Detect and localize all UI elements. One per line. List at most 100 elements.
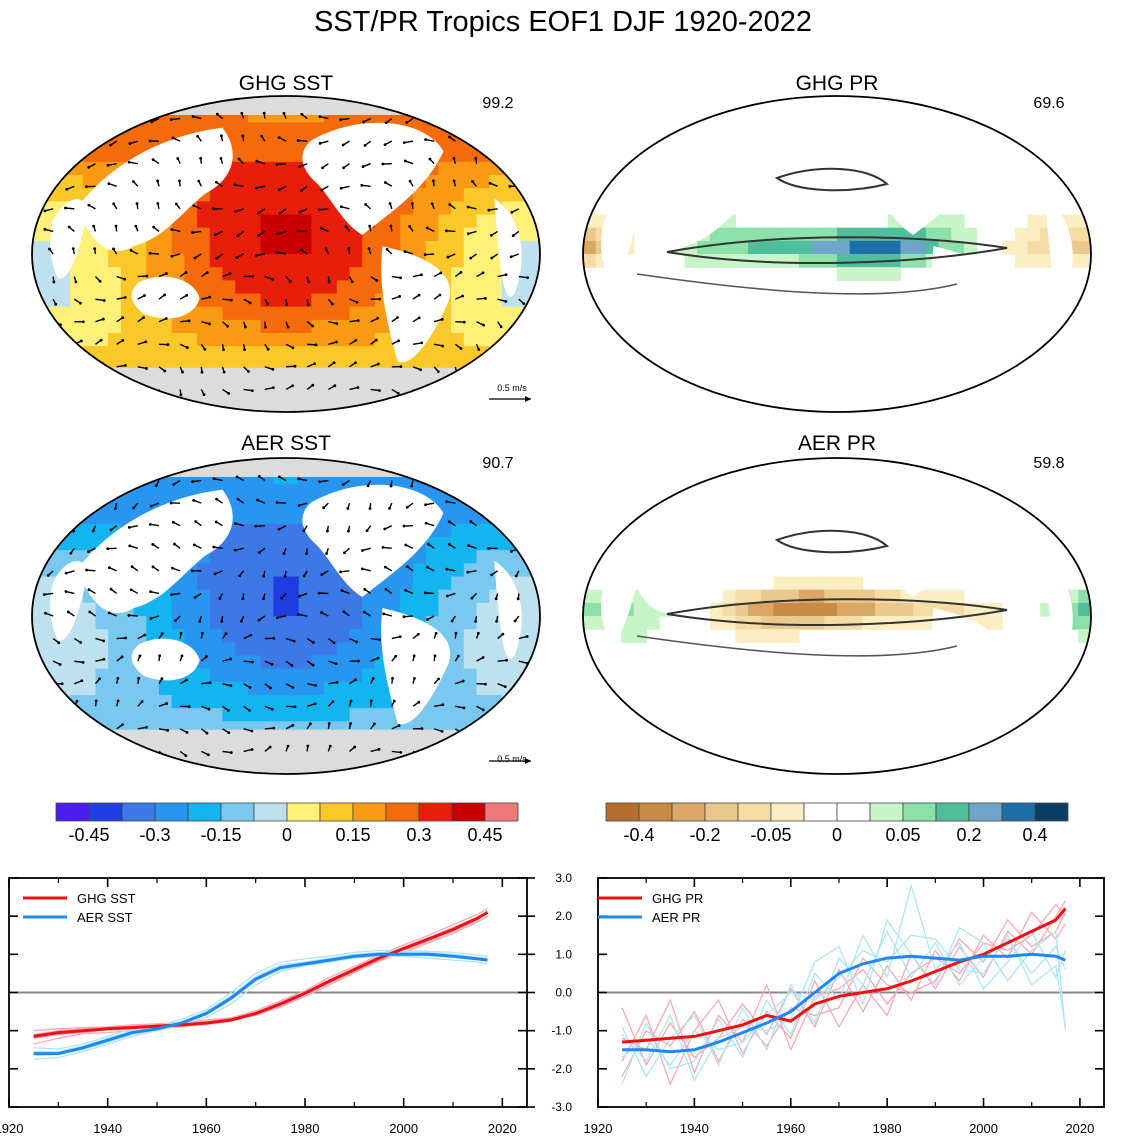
colorbar-swatch bbox=[1001, 802, 1036, 822]
x-tick-label: 1940 bbox=[680, 1121, 709, 1136]
y-tick-label: 3.0 bbox=[555, 871, 572, 885]
variance-percent: 99.2 bbox=[482, 95, 513, 112]
map-panel-aer-pr: AER PR 59.8 bbox=[582, 432, 1092, 775]
colorbar-swatch bbox=[121, 802, 156, 822]
ensemble-member-line bbox=[33, 907, 488, 1032]
colorbar-swatch bbox=[803, 802, 838, 822]
x-tick-label: 2000 bbox=[389, 1121, 418, 1136]
colorbar-swatch bbox=[484, 802, 519, 822]
x-tick-label: 1980 bbox=[291, 1121, 320, 1136]
x-tick-label: 2020 bbox=[1065, 1121, 1094, 1136]
ensemble-member-line bbox=[33, 949, 488, 1050]
colorbar-swatch bbox=[902, 802, 937, 822]
map-border bbox=[582, 457, 1092, 775]
x-tick-label: 2020 bbox=[488, 1121, 517, 1136]
y-tick-label: -3.0 bbox=[551, 1100, 572, 1114]
colorbar-swatch bbox=[418, 802, 453, 822]
variance-percent: 90.7 bbox=[482, 455, 513, 472]
colorbar-label: 0 bbox=[832, 825, 842, 845]
ensemble-member-line bbox=[33, 915, 488, 1045]
colorbar-swatch bbox=[154, 802, 189, 822]
y-tick-label: -1.0 bbox=[551, 1024, 572, 1038]
colorbar-swatch bbox=[88, 802, 123, 822]
ensemble-member-line bbox=[33, 911, 488, 1036]
map-title: GHG PR bbox=[796, 72, 879, 95]
colorbar-swatch bbox=[1034, 802, 1069, 822]
y-tick-label: -2.0 bbox=[551, 1062, 572, 1076]
colorbar-label: -0.3 bbox=[139, 825, 170, 845]
x-tick-label: 1960 bbox=[776, 1121, 805, 1136]
reference-vector-label: 0.5 m/s bbox=[497, 754, 527, 764]
colorbar-swatch bbox=[605, 802, 640, 822]
variance-percent: 69.6 bbox=[1033, 95, 1064, 112]
x-tick-label: 1920 bbox=[0, 1121, 23, 1136]
x-tick-label: 1960 bbox=[192, 1121, 221, 1136]
series-line bbox=[33, 952, 488, 1056]
colorbar-label: 0.2 bbox=[956, 825, 981, 845]
map-border bbox=[31, 457, 541, 775]
timeseries-pr: 1920 1940 1960 1980 2000 2020 GHG PR AER PR bbox=[584, 877, 1105, 1136]
colorbar-swatch bbox=[704, 802, 739, 822]
series-line bbox=[622, 952, 1066, 1054]
y-tick-label: 1.0 bbox=[555, 947, 572, 961]
colorbar-swatch bbox=[638, 802, 673, 822]
variance-percent: 59.8 bbox=[1033, 455, 1064, 472]
map-panel-ghg-pr: GHG PR 69.6 bbox=[582, 72, 1092, 413]
colorbar-label: -0.4 bbox=[623, 825, 654, 845]
colorbar-swatch bbox=[935, 802, 970, 822]
ensemble-member-line bbox=[621, 903, 1066, 1075]
figure-title: SST/PR Tropics EOF1 DJF 1920-2022 bbox=[314, 6, 812, 38]
colorbar-swatch bbox=[770, 802, 805, 822]
map-border bbox=[31, 95, 541, 413]
series-line bbox=[621, 907, 1067, 1044]
colorbar-label: -0.2 bbox=[689, 825, 720, 845]
ensemble-member-line bbox=[621, 912, 1066, 1077]
ensemble-member-line bbox=[621, 900, 1066, 1086]
map-field bbox=[583, 96, 1091, 412]
colorbar-label: -0.45 bbox=[68, 825, 109, 845]
x-tick-label: 1940 bbox=[93, 1121, 122, 1136]
colorbar-swatch bbox=[319, 802, 354, 822]
colorbar-swatch bbox=[286, 802, 321, 822]
timeseries-sst: 1920 1940 1960 1980 2000 2020 3.0 2.0 1.0 0.0 -1.0… bbox=[0, 871, 572, 1136]
ensemble-member-line bbox=[621, 918, 1067, 1082]
colorbar-swatch bbox=[671, 802, 706, 822]
ensemble-member-line bbox=[33, 955, 488, 1060]
colorbar-swatch bbox=[220, 802, 255, 822]
colorbar-label: 0.45 bbox=[467, 825, 502, 845]
ensemble-member-line bbox=[33, 951, 488, 1053]
legend-label: AER SST bbox=[77, 910, 133, 925]
y-tick-label: 0.0 bbox=[555, 986, 572, 1000]
colorbar-sst: -0.45 -0.3 -0.15 0 0.15 0.3 0.45 bbox=[55, 802, 519, 845]
colorbar-swatch bbox=[737, 802, 772, 822]
legend-label: AER PR bbox=[652, 910, 700, 925]
colorbar-label: 0.05 bbox=[885, 825, 920, 845]
map-panel-ghg-sst: GHG SST 99.2 0.5 m/s bbox=[31, 72, 541, 413]
colorbar-swatch bbox=[187, 802, 222, 822]
colorbar-label: 0 bbox=[282, 825, 292, 845]
colorbar-label: 0.3 bbox=[406, 825, 431, 845]
colorbar-swatch bbox=[451, 802, 486, 822]
colorbar-swatch bbox=[385, 802, 420, 822]
colorbar-label: 0.4 bbox=[1022, 825, 1047, 845]
legend-label: GHG SST bbox=[77, 891, 136, 906]
colorbar-swatch bbox=[869, 802, 904, 822]
colorbar-pr: -0.4 -0.2 -0.05 0 0.05 0.2 0.4 bbox=[605, 802, 1069, 845]
colorbar-label: 0.15 bbox=[335, 825, 370, 845]
map-panel-aer-sst: AER SST 90.7 0.5 m/s bbox=[31, 432, 541, 775]
ensemble-member-line bbox=[621, 933, 1067, 1067]
y-tick-label: 2.0 bbox=[555, 909, 572, 923]
map-border bbox=[582, 95, 1092, 413]
colorbar-swatch bbox=[55, 802, 90, 822]
colorbar-swatch bbox=[253, 802, 288, 822]
map-title: AER SST bbox=[241, 432, 331, 455]
reference-vector-label: 0.5 m/s bbox=[497, 383, 527, 393]
colorbar-label: -0.05 bbox=[750, 825, 791, 845]
x-tick-label: 1920 bbox=[584, 1121, 613, 1136]
map-field bbox=[583, 458, 1091, 774]
legend-label: GHG PR bbox=[652, 891, 703, 906]
map-title: GHG SST bbox=[239, 72, 334, 95]
colorbar-swatch bbox=[968, 802, 1003, 822]
x-tick-label: 2000 bbox=[969, 1121, 998, 1136]
